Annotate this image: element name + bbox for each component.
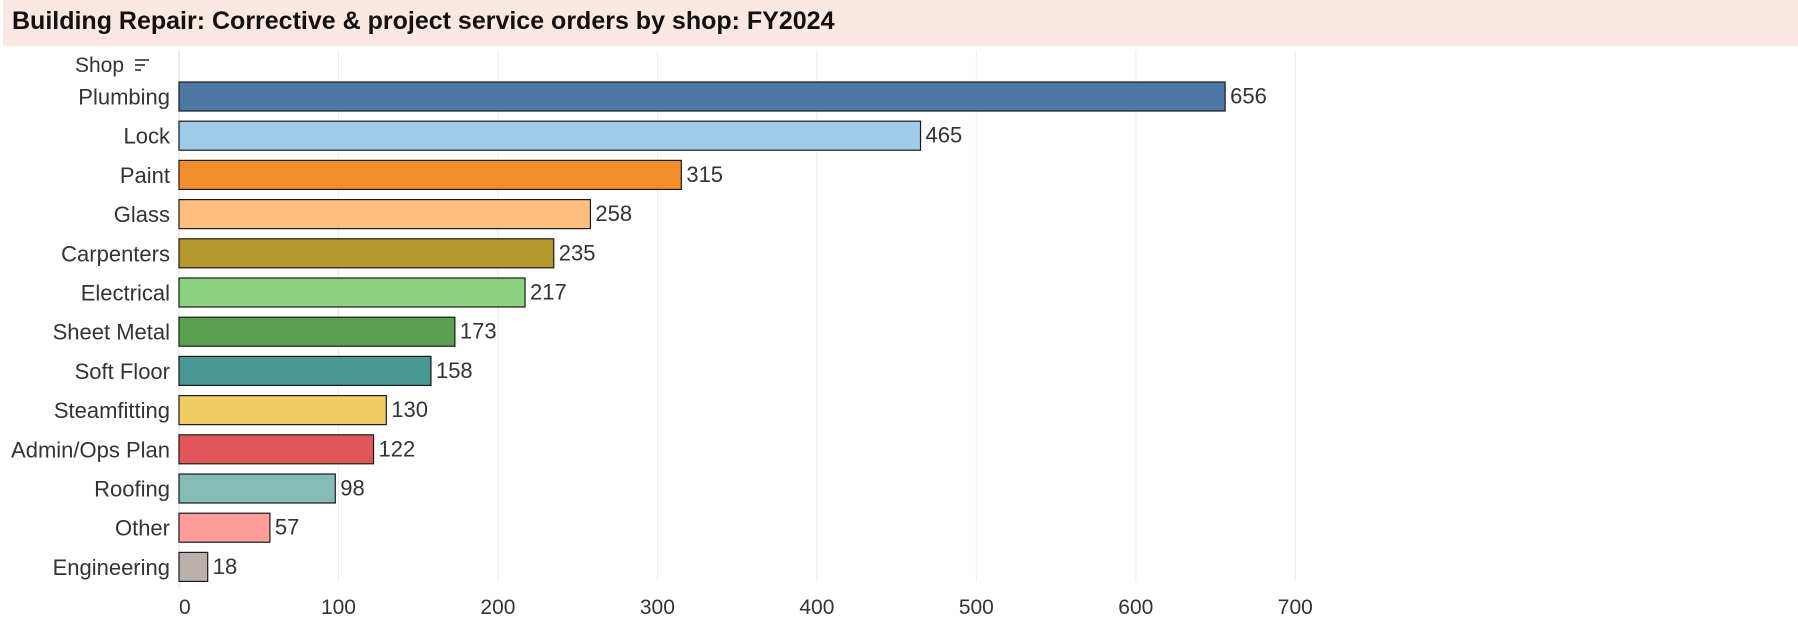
data-label: 98 xyxy=(340,476,364,501)
bar[interactable] xyxy=(178,395,387,426)
bar[interactable] xyxy=(178,512,271,543)
data-label: 235 xyxy=(559,240,596,265)
category-label: Plumbing xyxy=(78,85,170,110)
category-label: Carpenters xyxy=(61,241,170,266)
row-header[interactable]: Shop xyxy=(75,54,149,77)
sort-icon-line xyxy=(135,64,145,66)
shop-header-label: Shop xyxy=(75,54,124,77)
data-label: 18 xyxy=(213,554,237,579)
bar[interactable] xyxy=(178,473,336,504)
bar[interactable] xyxy=(178,434,375,465)
x-tick-label: 600 xyxy=(1118,596,1153,619)
category-label: Roofing xyxy=(94,477,170,502)
bars: Plumbing 656 Lock 465 Paint 315 Glass 258 Carpen… xyxy=(11,81,1267,583)
data-label: 258 xyxy=(595,201,632,226)
category-label: Lock xyxy=(124,124,171,149)
category-label: Paint xyxy=(120,163,170,188)
category-label: Steamfitting xyxy=(54,398,170,423)
chart-title: Building Repair: Corrective & project se… xyxy=(12,7,835,35)
category-label: Engineering xyxy=(53,555,170,580)
sort-icon-line xyxy=(135,59,149,61)
title-bar: Building Repair: Corrective & project se… xyxy=(3,0,1798,46)
bar[interactable] xyxy=(178,81,1226,112)
category-label: Sheet Metal xyxy=(53,320,170,345)
x-tick-label: 500 xyxy=(959,596,994,619)
x-tick-label: 200 xyxy=(480,596,515,619)
x-axis: 0 100 200 300 400 500 600 700 xyxy=(179,596,1313,619)
category-label: Electrical xyxy=(81,281,170,306)
data-label: 217 xyxy=(530,280,567,305)
bar[interactable] xyxy=(178,120,922,151)
bar[interactable] xyxy=(178,316,456,347)
category-label: Admin/Ops Plan xyxy=(11,437,170,462)
data-label: 122 xyxy=(379,436,416,461)
sort-icon-line xyxy=(135,69,141,71)
bar[interactable] xyxy=(178,277,526,308)
category-label: Glass xyxy=(114,202,170,227)
data-label: 158 xyxy=(436,358,473,383)
category-label: Soft Floor xyxy=(75,359,170,384)
x-tick-label: 400 xyxy=(799,596,834,619)
data-label: 315 xyxy=(686,162,723,187)
x-tick-label: 300 xyxy=(640,596,675,619)
data-label: 130 xyxy=(391,397,428,422)
data-label: 656 xyxy=(1230,84,1267,109)
bar[interactable] xyxy=(178,551,209,583)
bar[interactable] xyxy=(178,355,432,386)
x-tick-label: 0 xyxy=(179,596,191,619)
data-label: 173 xyxy=(460,319,497,344)
x-tick-label: 100 xyxy=(321,596,356,619)
x-tick-label: 700 xyxy=(1278,596,1313,619)
data-label: 465 xyxy=(926,123,963,148)
data-label: 57 xyxy=(275,515,299,540)
bar[interactable] xyxy=(178,159,682,190)
sort-descending-icon[interactable] xyxy=(135,59,149,71)
bar[interactable] xyxy=(178,199,592,230)
bar[interactable] xyxy=(178,238,555,269)
category-label: Other xyxy=(115,516,170,541)
